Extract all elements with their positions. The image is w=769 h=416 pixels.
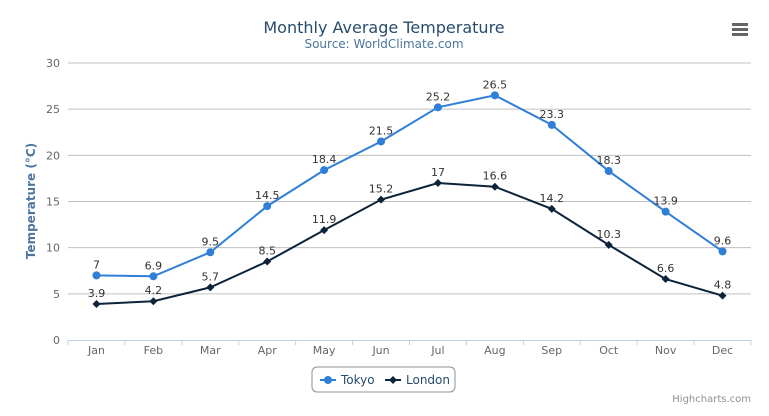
x-tick-label: Jun — [371, 344, 389, 357]
x-tick-label: Aug — [484, 344, 505, 357]
x-tick-label: Feb — [144, 344, 163, 357]
series-tokyo: 7 6.9 9.5 14.5 18.4 21.5 25.2 26.5 23.3 18.3 13.9 9… — [92, 78, 732, 281]
hamburger-menu-icon[interactable] — [732, 23, 748, 36]
data-point-tokyo — [604, 167, 613, 176]
data-point-tokyo — [206, 248, 215, 257]
y-tick-label: 15 — [46, 196, 60, 209]
legend-item-tokyo[interactable]: Tokyo — [320, 373, 375, 387]
data-point-tokyo — [490, 91, 499, 100]
data-point-london — [718, 291, 727, 300]
y-tick-label: 25 — [46, 103, 60, 116]
data-label-london: 4.2 — [145, 284, 163, 297]
data-point-tokyo — [377, 137, 386, 146]
data-label-tokyo: 21.5 — [369, 124, 394, 137]
data-point-london — [490, 182, 499, 191]
data-label-london: 10.3 — [596, 228, 621, 241]
x-tick-label: Sep — [541, 344, 562, 357]
y-tick-label: 20 — [46, 149, 60, 162]
data-point-london — [547, 204, 556, 213]
data-point-tokyo — [263, 202, 272, 211]
data-label-london: 5.7 — [202, 270, 220, 283]
data-label-london: 3.9 — [88, 287, 106, 300]
x-tick-label: May — [313, 344, 336, 357]
data-label-tokyo: 25.2 — [426, 90, 451, 103]
data-point-tokyo — [718, 247, 727, 256]
data-point-london — [206, 283, 215, 292]
data-point-tokyo — [661, 207, 670, 216]
data-point-tokyo — [433, 103, 442, 112]
data-label-london: 6.6 — [657, 262, 675, 275]
x-tick-label: Oct — [599, 344, 619, 357]
legend-item-london[interactable]: London — [385, 373, 450, 387]
data-point-london — [149, 297, 158, 306]
x-tick-label: Dec — [712, 344, 733, 357]
data-point-london — [320, 226, 329, 235]
data-label-london: 16.6 — [483, 170, 508, 183]
series-line-tokyo — [96, 94, 724, 278]
y-axis-title: Temperature (°C) — [24, 143, 38, 259]
data-label-tokyo: 13.9 — [653, 195, 678, 208]
data-label-london: 14.2 — [540, 192, 565, 205]
y-tick-label: 0 — [53, 334, 60, 347]
data-point-london — [433, 179, 442, 188]
data-point-london — [377, 195, 386, 204]
chart-subtitle: Source: WorldClimate.com — [304, 37, 463, 51]
legend-label-tokyo: Tokyo — [340, 373, 375, 387]
series-line-london — [96, 182, 723, 305]
legend-label-london: London — [406, 373, 450, 387]
data-label-tokyo: 7 — [93, 258, 100, 271]
x-tick-label: Jul — [430, 344, 444, 357]
data-label-london: 17 — [431, 166, 445, 179]
data-point-tokyo — [92, 271, 101, 280]
y-tick-label: 30 — [46, 57, 60, 70]
legend: Tokyo London — [311, 366, 456, 393]
data-label-tokyo: 26.5 — [483, 78, 508, 91]
data-label-tokyo: 18.3 — [596, 154, 621, 167]
data-label-london: 11.9 — [312, 213, 337, 226]
data-label-tokyo: 9.6 — [714, 234, 732, 247]
data-label-london: 15.2 — [369, 183, 394, 196]
data-label-tokyo: 23.3 — [540, 108, 565, 121]
data-label-london: 8.5 — [258, 245, 276, 258]
data-label-london: 4.8 — [714, 279, 732, 292]
y-tick-label: 5 — [53, 288, 60, 301]
data-point-tokyo — [547, 120, 556, 129]
data-point-tokyo — [320, 166, 329, 175]
x-tick-label: Apr — [258, 344, 278, 357]
data-point-london — [604, 240, 613, 249]
y-tick-label: 10 — [46, 242, 60, 255]
x-tick-label: Mar — [200, 344, 221, 357]
chart-title: Monthly Average Temperature — [263, 18, 504, 37]
credits-link[interactable]: Highcharts.com — [672, 394, 751, 405]
data-point-london — [661, 275, 670, 284]
data-point-london — [263, 257, 272, 266]
data-point-london — [92, 299, 101, 308]
x-tick-label: Nov — [655, 344, 677, 357]
data-label-tokyo: 6.9 — [145, 259, 163, 272]
series-london: 3.9 4.2 5.7 8.5 11.9 15.2 17 16.6 14.2 10.3 6.6 4.8 — [88, 166, 732, 308]
data-label-tokyo: 14.5 — [255, 189, 280, 202]
x-tick-label: Jan — [87, 344, 105, 357]
data-label-tokyo: 9.5 — [202, 235, 220, 248]
data-label-tokyo: 18.4 — [312, 153, 337, 166]
data-point-tokyo — [149, 272, 158, 281]
